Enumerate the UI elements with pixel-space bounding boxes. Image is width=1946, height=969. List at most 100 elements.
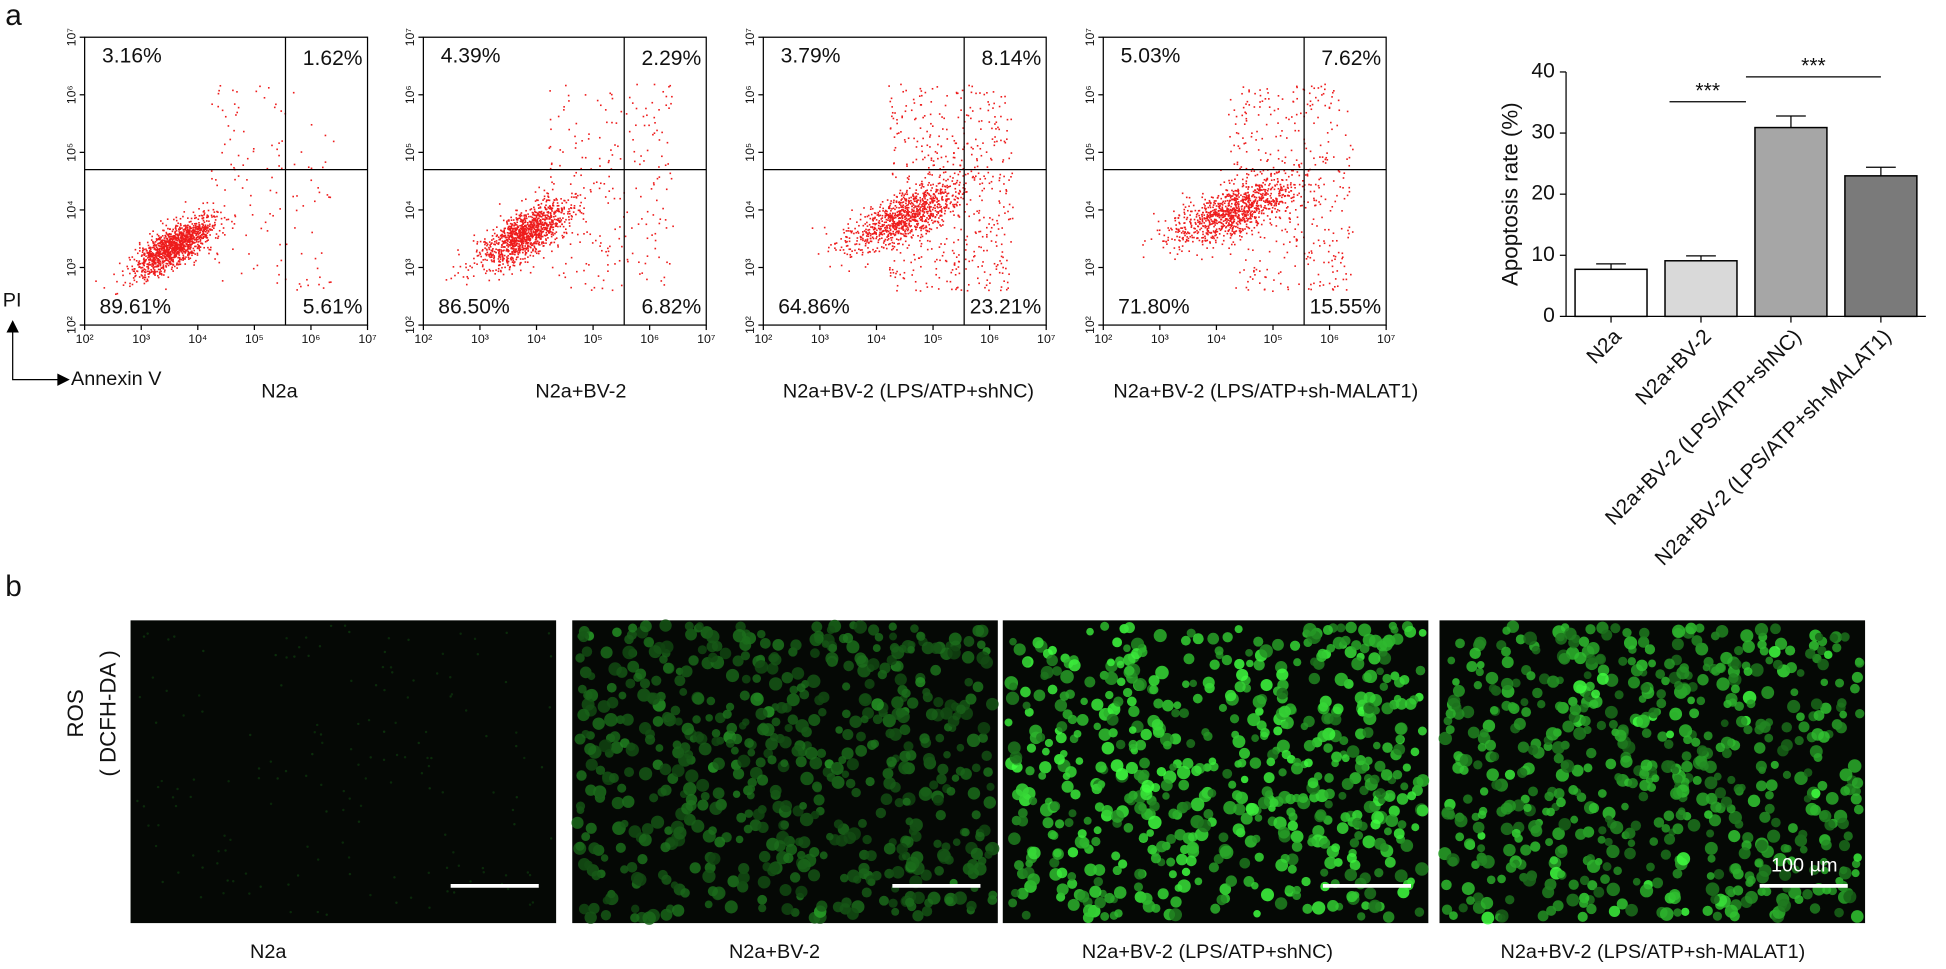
cell-event [934,217,936,219]
cell-event [1268,98,1270,100]
cell-event [583,207,585,209]
cell-event [323,287,325,289]
cell-event [140,263,142,265]
cell-event [1332,288,1334,290]
cell-event [958,117,960,119]
cell-event [974,179,976,181]
cell-event [211,216,213,218]
cell-event [993,91,995,93]
cell-event [607,255,609,257]
cell-event [187,254,189,256]
cell-event [476,243,478,245]
cell-event [530,233,532,235]
cell-event [211,170,213,172]
cell-event [953,183,955,185]
cell-event [891,214,893,216]
cell-event [935,151,937,153]
cell-event [922,236,924,238]
cell-event [620,158,622,160]
cell-event [932,184,934,186]
cell-event [934,261,936,263]
cell-event [502,263,504,265]
cell-event [500,258,502,260]
cell-event [928,182,930,184]
cell-event [1183,212,1185,214]
cell-event [548,224,550,226]
cell-event [178,254,180,256]
cell-event [1222,243,1224,245]
cell-event [549,244,551,246]
cell-event [172,231,174,233]
cell-event [325,135,327,137]
cell-event [261,228,263,230]
cell-event [1212,256,1214,258]
cell-event [921,187,923,189]
cell-event [608,190,610,192]
cell-event [936,199,938,201]
cell-event [886,213,888,215]
cell-event [1142,244,1144,246]
cell-event [1008,273,1010,275]
cell-event [929,241,931,243]
cell-event [920,290,922,292]
cell-event [191,252,193,254]
cell-event [970,107,972,109]
cell-event [195,227,197,229]
cell-event [955,183,957,185]
cell-event [187,233,189,235]
cell-event [983,250,985,252]
cell-event [512,233,514,235]
cell-event [818,253,820,255]
cell-event [892,231,894,233]
cell-event [956,268,958,270]
cell-event [891,225,893,227]
cell-event [198,224,200,226]
cell-event [1278,188,1280,190]
cell-event [500,270,502,272]
cell-event [542,222,544,224]
cell-event [210,247,212,249]
cell-event [180,237,182,239]
cell-event [203,217,205,219]
cell-event [941,189,943,191]
cell-event [208,249,210,251]
y-tick-label: 10⁷ [403,28,417,46]
cell-event [1214,200,1216,202]
cell-event [177,253,179,255]
cell-event [186,250,188,252]
cell-event [994,263,996,265]
cell-event [1293,91,1295,93]
cell-event [544,235,546,237]
cell-event [180,225,182,227]
cell-event [1259,101,1261,103]
cell-event [504,255,506,257]
cell-event [190,244,192,246]
cell-event [1262,100,1264,102]
cell-event [1000,290,1002,292]
cell-event [890,237,892,239]
cell-event [508,227,510,229]
cell-event [1245,186,1247,188]
cell-event [177,251,179,253]
cell-event [904,233,906,235]
cell-event [524,222,526,224]
cell-event [635,188,637,190]
cell-event [525,254,527,256]
cell-event [919,197,921,199]
cell-event [862,231,864,233]
cell-event [517,218,519,220]
cell-event [510,235,512,237]
cell-event [538,207,540,209]
cell-event [1270,114,1272,116]
cell-event [203,220,205,222]
cell-event [194,233,196,235]
cell-event [910,212,912,214]
cell-event [922,220,924,222]
cell-event [172,244,174,246]
cell-event [875,238,877,240]
cell-event [145,255,147,257]
cell-event [493,229,495,231]
cell-event [516,259,518,261]
cell-event [887,227,889,229]
cell-event [1269,106,1271,108]
